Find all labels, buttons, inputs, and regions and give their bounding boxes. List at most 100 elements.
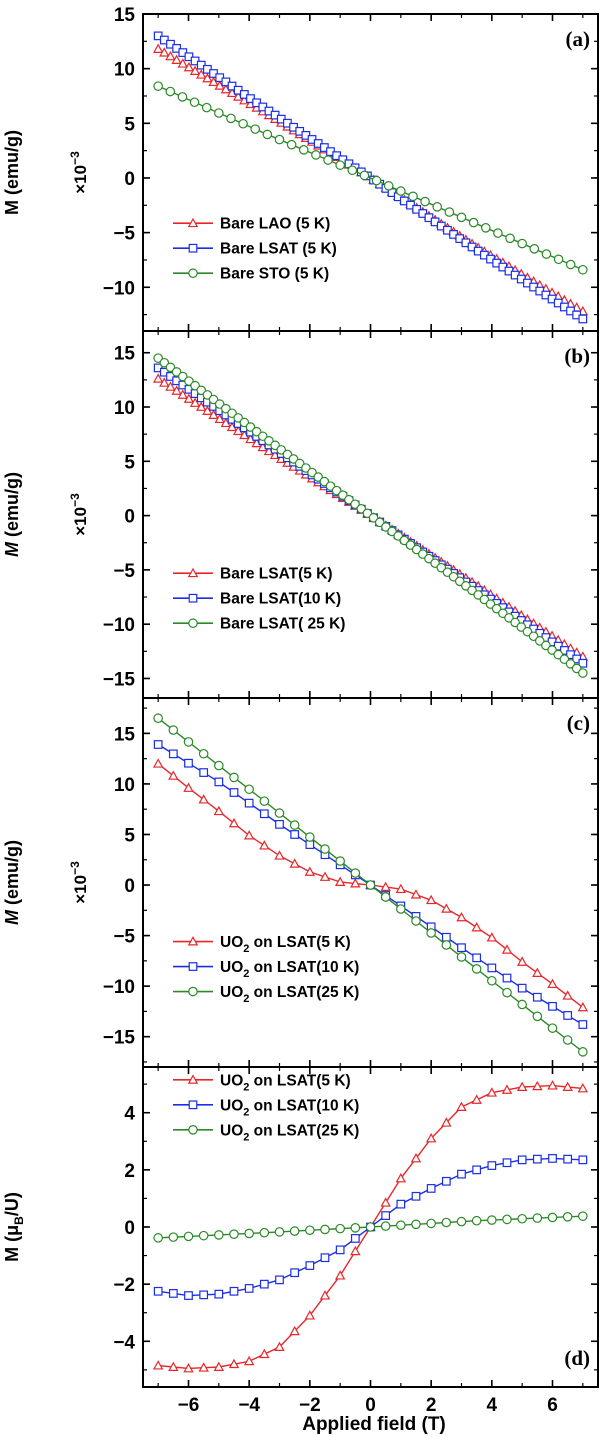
data-point <box>198 794 209 804</box>
data-point <box>319 1290 331 1300</box>
series-1 <box>153 31 588 324</box>
data-point <box>189 65 201 75</box>
legend-entry: Bare LSAT (5 K) <box>173 241 337 258</box>
data-point <box>471 964 482 974</box>
data-point <box>165 86 176 97</box>
data-point <box>456 1101 467 1111</box>
series-2 <box>153 1211 588 1243</box>
data-point <box>214 1230 224 1240</box>
data-point <box>563 1154 573 1164</box>
data-point <box>171 385 182 395</box>
data-point <box>578 668 588 678</box>
data-point <box>365 1222 376 1232</box>
data-point <box>381 1211 391 1220</box>
data-point <box>289 858 300 868</box>
legend-label: Bare LSAT(10 K) <box>220 591 341 608</box>
data-point <box>168 770 179 780</box>
y-tick-label: 5 <box>124 114 135 135</box>
data-point <box>501 1084 513 1094</box>
data-point <box>335 1223 345 1234</box>
legend-marker <box>188 618 198 629</box>
data-point <box>426 1184 436 1193</box>
data-point <box>320 844 330 854</box>
x-tick-label: −2 <box>299 1395 321 1416</box>
y-tick-label: 0 <box>124 1218 135 1239</box>
data-point <box>214 1289 224 1299</box>
legend-label: Bare LSAT( 25 K) <box>220 616 345 633</box>
data-point <box>168 749 178 759</box>
data-point <box>441 932 451 942</box>
y-tick-label: 4 <box>124 1104 135 1125</box>
legend-entry: UO2 on LSAT(10 K) <box>173 1097 359 1118</box>
data-point <box>532 1080 543 1091</box>
data-point <box>396 904 406 914</box>
data-point <box>516 956 528 966</box>
data-point <box>320 1224 330 1235</box>
data-point <box>426 928 436 938</box>
data-point <box>487 1215 497 1225</box>
data-point <box>201 102 212 113</box>
data-point <box>457 943 466 953</box>
data-point <box>505 233 515 244</box>
legend-label: UO2 on LSAT(5 K) <box>220 1072 351 1093</box>
data-point <box>420 196 430 207</box>
panel-label: (b) <box>564 344 590 368</box>
data-point <box>152 1360 164 1370</box>
y-axis-label: M (emu/g) <box>2 472 22 557</box>
data-point <box>426 1218 436 1229</box>
y-multiplier: ×10−3 <box>68 493 90 536</box>
data-point <box>214 777 224 787</box>
y-multiplier: ×10−3 <box>68 861 90 904</box>
data-point <box>177 58 189 68</box>
data-point <box>198 1362 209 1372</box>
data-point <box>516 1081 528 1091</box>
data-point <box>578 314 588 324</box>
data-point <box>502 987 512 998</box>
data-point <box>183 782 194 792</box>
data-point <box>177 389 189 399</box>
data-point <box>517 238 527 249</box>
data-point <box>159 377 170 387</box>
data-point <box>184 758 193 768</box>
data-point <box>502 1158 512 1168</box>
panels-group: 15 10 5 0 −5 −10 M (emu/g) ×10−3 (a) Bare LAO (5 … <box>2 5 599 1416</box>
data-point <box>578 1047 588 1057</box>
data-point <box>562 1035 573 1045</box>
legend-marker <box>188 593 198 603</box>
data-point <box>480 223 491 233</box>
data-point <box>565 259 576 270</box>
data-point <box>199 768 209 777</box>
panel-d: 4 2 0 −2 −4 M (μB/U) (d) UO2 on LSAT(5 K) UO2 on… <box>2 1066 599 1388</box>
data-point <box>228 1358 240 1369</box>
data-point <box>410 889 422 899</box>
data-point <box>168 1289 178 1298</box>
data-point <box>517 1155 527 1165</box>
data-point <box>547 1080 558 1090</box>
series-0 <box>152 1080 589 1373</box>
x-tick-label: −6 <box>178 1395 200 1416</box>
data-point <box>501 944 513 954</box>
data-point <box>456 212 467 223</box>
data-point <box>380 1197 391 1207</box>
data-point <box>350 1223 361 1233</box>
data-point <box>189 397 201 407</box>
legend-label: UO2 on LSAT(25 K) <box>220 984 359 1005</box>
data-point <box>468 217 479 228</box>
legend-entry: Bare LAO (5 K) <box>173 216 330 233</box>
data-point <box>487 963 497 973</box>
data-point <box>243 1355 255 1366</box>
data-point <box>320 1253 330 1263</box>
data-point <box>168 1361 179 1371</box>
y-tick-label: −5 <box>113 224 135 245</box>
data-point <box>202 72 213 83</box>
data-point <box>517 1213 527 1224</box>
x-tick-label: −4 <box>238 1395 260 1416</box>
data-point <box>486 932 498 942</box>
y-tick-label: 10 <box>114 398 135 419</box>
data-point <box>383 181 394 191</box>
data-point <box>290 830 300 839</box>
data-point <box>577 1001 589 1012</box>
data-point <box>396 1220 406 1231</box>
data-point <box>502 1214 512 1225</box>
data-point <box>547 978 558 989</box>
